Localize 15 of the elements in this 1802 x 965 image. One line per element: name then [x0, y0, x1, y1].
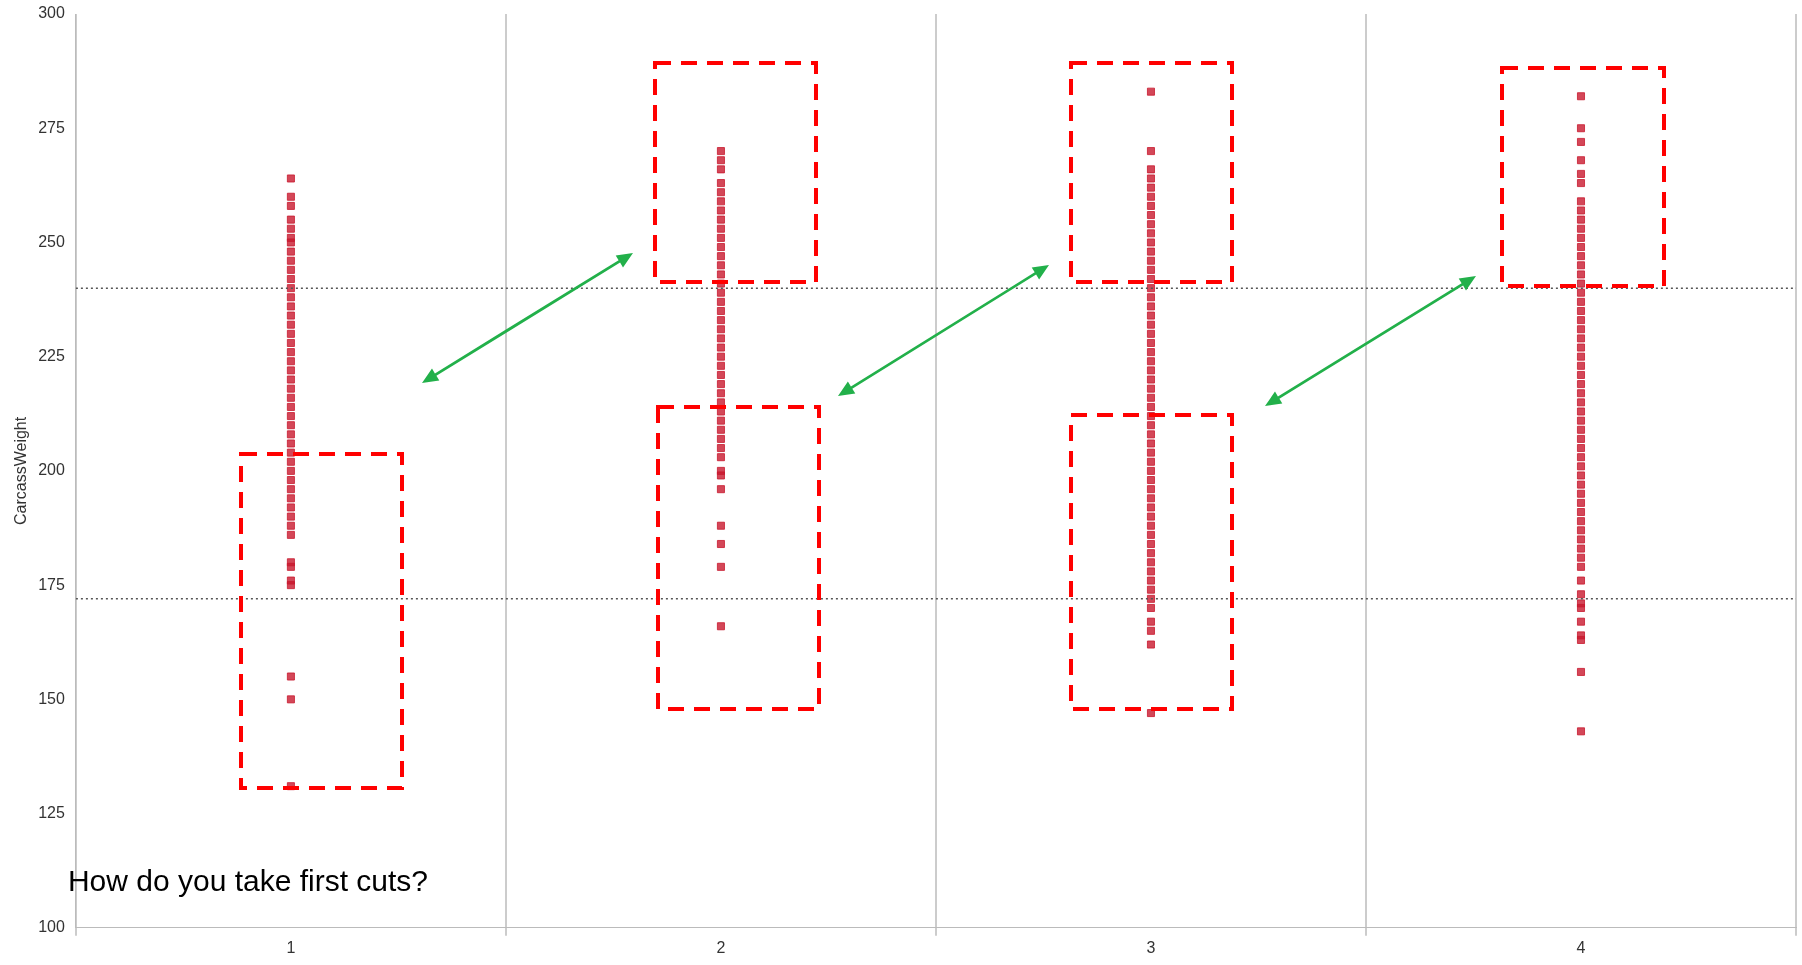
y-tick-label: 200 — [38, 461, 65, 479]
x-tick-label: 3 — [1146, 938, 1156, 956]
x-tick-label: 2 — [716, 938, 726, 956]
y-axis-title: CarcassWeight — [12, 416, 30, 525]
y-tick-label: 275 — [38, 118, 65, 136]
y-tick-label: 175 — [38, 575, 65, 593]
y-tick-label: 100 — [38, 918, 65, 936]
x-tick-label: 4 — [1576, 938, 1586, 956]
annotation: How do you take first cuts? — [67, 864, 429, 898]
y-tick-label: 300 — [38, 4, 65, 22]
y-tick-label: 150 — [38, 689, 65, 707]
y-tick-label: 125 — [38, 803, 65, 821]
y-tick-label: 250 — [38, 232, 65, 250]
x-tick-label: 1 — [286, 938, 296, 956]
y-tick-label: 225 — [38, 347, 65, 365]
